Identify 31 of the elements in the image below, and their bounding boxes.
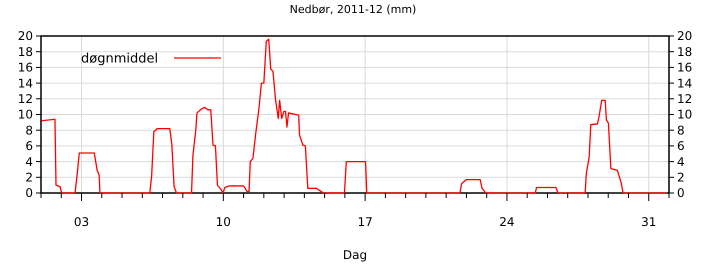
y2-tick-label: 10 [677, 108, 692, 122]
y-tick-label: 14 [18, 76, 33, 90]
x-tick-label: 31 [641, 215, 656, 229]
y-tick-label: 6 [25, 139, 33, 154]
line-series [40, 38, 668, 194]
y2-tick-label: 16 [677, 60, 692, 75]
y-tick-label: 12 [18, 92, 33, 106]
y2-tick-label: 4 [677, 154, 685, 169]
y2-tick-label: 20 [677, 29, 692, 44]
y2-tick-label: 2 [677, 170, 685, 184]
chart-title: Nedbør, 2011-12 (mm) [290, 3, 416, 16]
legend-label: døgnmiddel [81, 52, 158, 67]
y-tick-label: 10 [18, 108, 33, 122]
y2-tick-label: 12 [677, 92, 692, 106]
x-tick-label: 24 [499, 215, 515, 229]
y-tick-label: 18 [18, 44, 33, 59]
x-tick-label: 17 [357, 215, 373, 229]
y-tick-label: 20 [18, 29, 33, 44]
y-tick-label: 4 [25, 154, 33, 169]
y-tick-label: 2 [25, 170, 33, 184]
y2-tick-label: 0 [677, 186, 685, 200]
x-tick-label: 03 [74, 215, 90, 229]
y2-tick-label: 14 [677, 76, 692, 90]
x-axis-title: Dag [342, 248, 368, 262]
y-tick-label: 8 [25, 123, 33, 138]
x-tick-label: 10 [216, 215, 231, 229]
y2-tick-label: 18 [677, 44, 692, 59]
y2-tick-label: 6 [677, 139, 685, 154]
y-tick-label: 0 [25, 186, 33, 200]
y-tick-label: 16 [18, 60, 33, 75]
y2-tick-label: 8 [677, 123, 685, 138]
